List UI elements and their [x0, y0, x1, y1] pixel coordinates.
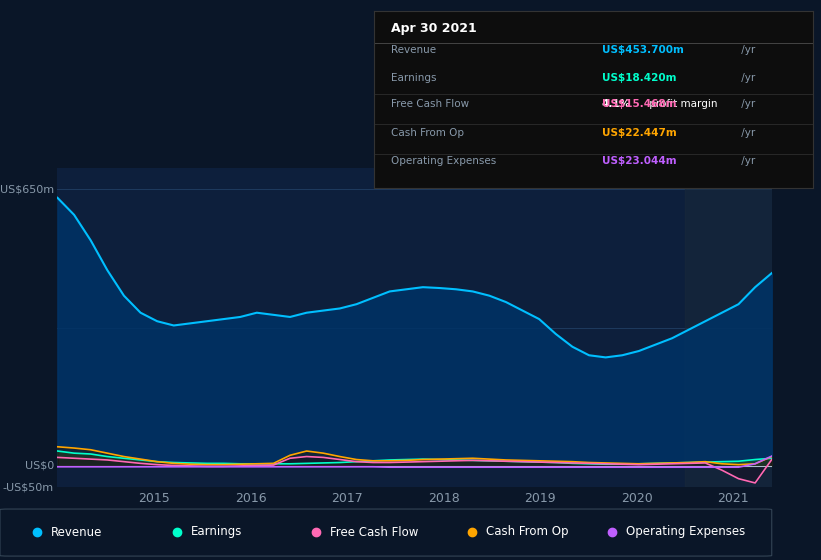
Text: US$23.044m: US$23.044m [602, 156, 677, 166]
Text: 4.1%: 4.1% [602, 100, 631, 109]
Text: Cash From Op: Cash From Op [486, 525, 568, 539]
Text: Revenue: Revenue [391, 45, 436, 55]
FancyBboxPatch shape [0, 509, 772, 556]
Text: US$0: US$0 [25, 461, 54, 471]
Text: /yr: /yr [738, 100, 755, 109]
Text: /yr: /yr [738, 156, 755, 166]
Text: Free Cash Flow: Free Cash Flow [330, 525, 419, 539]
Bar [685, 168, 772, 487]
Text: Earnings: Earnings [391, 73, 437, 83]
Text: /yr: /yr [738, 45, 755, 55]
Text: US$650m: US$650m [0, 184, 54, 194]
Text: Operating Expenses: Operating Expenses [391, 156, 497, 166]
Text: /yr: /yr [738, 73, 755, 83]
Text: Apr 30 2021: Apr 30 2021 [391, 22, 477, 35]
Text: Free Cash Flow: Free Cash Flow [391, 100, 470, 109]
Text: profit margin: profit margin [646, 100, 718, 109]
Text: US$453.700m: US$453.700m [602, 45, 684, 55]
Text: US$22.447m: US$22.447m [602, 128, 677, 138]
Text: -US$50m: -US$50m [2, 482, 54, 492]
Text: Revenue: Revenue [51, 525, 103, 539]
Text: Earnings: Earnings [190, 525, 242, 539]
Text: Operating Expenses: Operating Expenses [626, 525, 745, 539]
Text: Cash From Op: Cash From Op [391, 128, 464, 138]
Text: US$18.420m: US$18.420m [602, 73, 677, 83]
Text: US$15.468m: US$15.468m [602, 100, 677, 109]
Text: /yr: /yr [738, 128, 755, 138]
